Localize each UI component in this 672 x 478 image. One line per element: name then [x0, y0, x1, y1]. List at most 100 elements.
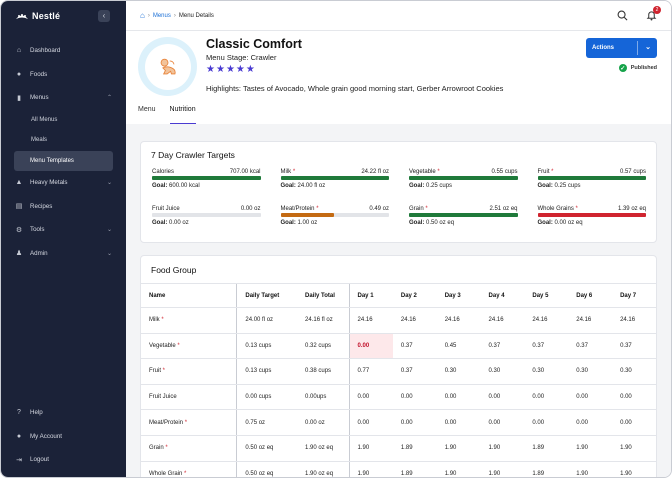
column-header[interactable]: Day 3: [436, 283, 481, 308]
target-progress-fill: [537, 176, 646, 180]
menu-stage: Menu Stage: Crawler: [206, 53, 277, 62]
required-marker: *: [159, 317, 164, 324]
day-value: 0.00: [568, 384, 613, 411]
day-value: 1.89: [524, 435, 569, 462]
actions-button[interactable]: Actions ⌄: [586, 38, 657, 58]
target-item: Meat/Protein * 0.49 oz Goal: 1.00 oz: [280, 206, 389, 230]
chevron-down-icon: ⌄: [106, 227, 112, 234]
table-row: Grain * 0.50 oz eq 1.90 oz eq 1.90 1.89 1.90 1…: [141, 435, 656, 462]
sidebar-item-label: Menus: [30, 94, 49, 102]
day-value: 0.45: [436, 333, 481, 360]
day-value: 0.00: [480, 409, 525, 436]
food-name: Vegetable *: [141, 333, 237, 360]
sidebar-item-heavy-metals[interactable]: ▲ Heavy Metals ⌄: [1, 171, 126, 195]
target-progress-fill: [537, 213, 646, 217]
column-header[interactable]: Day 5: [524, 283, 569, 308]
star-icon: ★: [206, 64, 216, 75]
menu-highlights: Highlights: Tastes of Avocado, Whole gra…: [206, 84, 504, 93]
column-header[interactable]: Day 7: [612, 283, 656, 308]
day-value: 0.37: [568, 333, 613, 360]
daily-target: 0.50 oz eq: [236, 461, 298, 477]
column-header[interactable]: Day 6: [568, 283, 613, 308]
target-progress-bar: [409, 213, 518, 217]
tab-nutrition[interactable]: Nutrition: [169, 106, 196, 124]
target-label: Whole Grains *: [537, 206, 578, 212]
day-value: 24.16: [348, 307, 393, 334]
food-name: Milk *: [141, 307, 237, 334]
notifications-button[interactable]: 2: [646, 6, 661, 21]
column-header[interactable]: Day 2: [392, 283, 437, 308]
brand-logo[interactable]: Nestlé: [15, 11, 60, 21]
daily-target: 0.13 cups: [236, 333, 298, 360]
column-header[interactable]: Name: [141, 283, 237, 308]
target-label: Grain *: [409, 206, 428, 212]
target-progress-bar: [152, 176, 261, 180]
target-value: 1.39 oz eq: [617, 206, 646, 212]
day-value: 0.00: [612, 384, 656, 411]
day-value: 1.89: [392, 461, 437, 477]
sidebar-subitem-menu-templates[interactable]: Menu Templates: [14, 150, 113, 171]
target-goal: Goal: 0.25 cups: [537, 183, 581, 189]
target-progress-bar: [152, 213, 261, 217]
column-header[interactable]: Day 4: [480, 283, 525, 308]
menu-header: Classic Comfort Menu Stage: Crawler ★★★★…: [126, 31, 671, 124]
target-progress-fill: [280, 213, 334, 217]
sidebar-item-help[interactable]: ? Help: [1, 401, 126, 425]
column-header[interactable]: Daily Target: [236, 283, 298, 308]
required-marker: *: [549, 169, 554, 175]
top-icons: 2: [617, 6, 661, 21]
sidebar-item-admin[interactable]: ♟ Admin ⌄: [1, 242, 126, 266]
tab-menu[interactable]: Menu: [138, 106, 156, 113]
breadcrumb-current: Menu Details: [178, 12, 214, 19]
sidebar-item-logout[interactable]: ⇥ Logout: [1, 448, 126, 472]
sidebar-subitem-all-menus[interactable]: All Menus: [31, 116, 58, 123]
sidebar-item-tools[interactable]: ⚙ Tools ⌄: [1, 218, 126, 242]
target-goal: Goal: 1.00 oz: [280, 220, 318, 226]
daily-target: 0.50 oz eq: [236, 435, 298, 462]
sidebar-item-my-account[interactable]: ● My Account: [1, 425, 126, 449]
target-goal: Goal: 24.00 fl oz: [280, 183, 326, 189]
food-name: Fruit *: [141, 358, 237, 385]
sidebar-item-menus[interactable]: ▮ Menus ⌃: [1, 86, 126, 110]
required-marker: *: [175, 342, 180, 349]
daily-total: 0.32 cups: [297, 333, 350, 360]
food-name: Fruit Juice: [141, 384, 237, 411]
check-circle-icon: ✓: [618, 64, 627, 72]
table-row: Vegetable * 0.13 cups 0.32 cups 0.00 0.37 0.4…: [141, 333, 656, 360]
sidebar-item-label: Dashboard: [30, 47, 61, 55]
sidebar-item-label: Logout: [30, 456, 49, 464]
day-value: 0.00: [436, 409, 481, 436]
breadcrumb-menus[interactable]: Menus: [152, 12, 171, 19]
day-value: 1.90: [568, 435, 613, 462]
search-icon[interactable]: [617, 10, 628, 21]
table-row: Whole Grain * 0.50 oz eq 1.90 oz eq 1.90 1.8…: [141, 461, 656, 477]
target-item: Calories 707.00 kcal Goal: 600.00 kcal: [152, 169, 261, 193]
sidebar-item-dashboard[interactable]: ⌂ Dashboard: [1, 39, 126, 63]
collapse-sidebar-button[interactable]: ‹: [98, 10, 110, 22]
actions-label: Actions: [592, 45, 615, 51]
column-header[interactable]: Daily Total: [297, 283, 350, 308]
sidebar-item-foods[interactable]: ● Foods: [1, 63, 126, 87]
day-value: 1.90: [436, 461, 481, 477]
chevron-left-icon: ‹: [102, 11, 106, 20]
day-value: 0.30: [524, 358, 569, 385]
sidebar-item-recipes[interactable]: ▤ Recipes: [1, 195, 126, 219]
top-bar: ⌂ › Menus › Menu Details 2: [126, 1, 671, 31]
target-goal: Goal: 600.00 kcal: [152, 183, 200, 189]
daily-total: 24.16 fl oz: [297, 307, 350, 334]
gear-icon: ⚙: [15, 226, 23, 234]
targets-title: 7 Day Crawler Targets: [151, 150, 235, 160]
day-value: 0.37: [480, 333, 525, 360]
day-value: 0.00: [348, 409, 393, 436]
target-item: Grain * 2.51 oz eq Goal: 0.50 oz eq: [409, 206, 518, 230]
target-progress-bar: [537, 176, 646, 180]
main-area: ⌂ › Menus › Menu Details 2 Classic Comf: [126, 1, 671, 477]
day-value: 0.77: [348, 358, 393, 385]
chevron-up-icon: ⌃: [106, 95, 112, 102]
required-marker: *: [435, 169, 440, 175]
home-icon[interactable]: ⌂: [140, 11, 145, 20]
column-header[interactable]: Day 1: [348, 283, 393, 308]
sidebar-subitem-meals[interactable]: Meals: [31, 137, 48, 144]
day-value: 0.37: [524, 333, 569, 360]
